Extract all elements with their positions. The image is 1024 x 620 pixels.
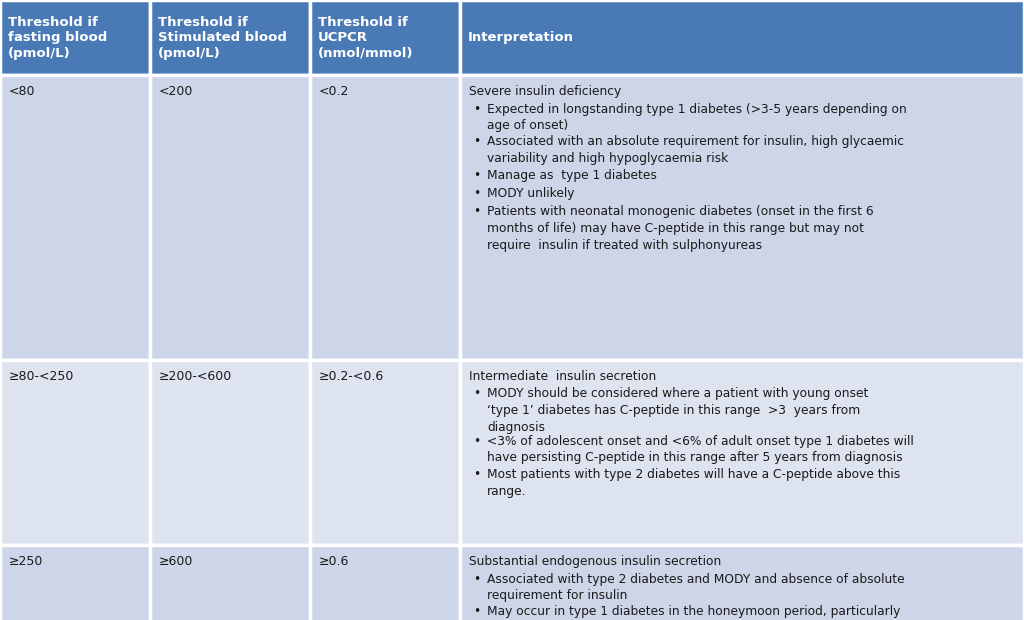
Text: <3% of adolescent onset and <6% of adult onset type 1 diabetes will
have persist: <3% of adolescent onset and <6% of adult…	[487, 435, 913, 464]
Text: ≥200-<600: ≥200-<600	[159, 370, 232, 383]
Text: Intermediate  insulin secretion: Intermediate insulin secretion	[469, 370, 656, 383]
Bar	[150, 360, 310, 545]
Text: May occur in type 1 diabetes in the honeymoon period, particularly
if a patient : May occur in type 1 diabetes in the hone…	[487, 606, 900, 620]
Bar	[0, 0, 150, 75]
Text: Associated with type 2 diabetes and MODY and absence of absolute
requirement for: Associated with type 2 diabetes and MODY…	[487, 572, 904, 602]
Bar	[460, 360, 1024, 545]
Text: •: •	[473, 169, 480, 182]
Text: •: •	[473, 435, 480, 448]
Bar	[0, 75, 150, 360]
Text: •: •	[473, 606, 480, 619]
Bar	[150, 75, 310, 360]
Bar	[460, 545, 1024, 620]
Bar	[310, 545, 460, 620]
Text: Patients with neonatal monogenic diabetes (onset in the first 6
months of life) : Patients with neonatal monogenic diabete…	[487, 205, 873, 252]
Text: <200: <200	[159, 85, 194, 98]
Text: MODY unlikely: MODY unlikely	[487, 187, 574, 200]
Text: Threshold if
UCPCR
(nmol/mmol): Threshold if UCPCR (nmol/mmol)	[318, 16, 414, 60]
Text: ≥80-<250: ≥80-<250	[9, 370, 75, 383]
Text: Threshold if
fasting blood
(pmol/L): Threshold if fasting blood (pmol/L)	[8, 16, 108, 60]
Bar	[310, 75, 460, 360]
Text: Manage as  type 1 diabetes: Manage as type 1 diabetes	[487, 169, 656, 182]
Text: Threshold if
Stimulated blood
(pmol/L): Threshold if Stimulated blood (pmol/L)	[158, 16, 287, 60]
Text: •: •	[473, 136, 480, 149]
Text: ≥250: ≥250	[9, 555, 43, 568]
Text: Expected in longstanding type 1 diabetes (>3-5 years depending on
age of onset): Expected in longstanding type 1 diabetes…	[487, 102, 906, 132]
Text: •: •	[473, 468, 480, 481]
Text: •: •	[473, 102, 480, 115]
Bar	[460, 75, 1024, 360]
Text: <0.2: <0.2	[319, 85, 349, 98]
Text: Interpretation: Interpretation	[468, 31, 574, 44]
Bar	[0, 545, 150, 620]
Text: MODY should be considered where a patient with young onset
‘type 1’ diabetes has: MODY should be considered where a patien…	[487, 388, 868, 433]
Text: •: •	[473, 205, 480, 218]
Text: •: •	[473, 187, 480, 200]
Text: ≥0.6: ≥0.6	[319, 555, 349, 568]
Text: Most patients with type 2 diabetes will have a C-peptide above this
range.: Most patients with type 2 diabetes will …	[487, 468, 900, 497]
Bar	[150, 545, 310, 620]
Text: ≥0.2-<0.6: ≥0.2-<0.6	[319, 370, 384, 383]
Text: <80: <80	[9, 85, 36, 98]
Bar	[150, 0, 310, 75]
Bar	[0, 360, 150, 545]
Text: ≥600: ≥600	[159, 555, 194, 568]
Bar	[460, 0, 1024, 75]
Text: •: •	[473, 572, 480, 585]
Text: Associated with an absolute requirement for insulin, high glycaemic
variability : Associated with an absolute requirement …	[487, 136, 904, 165]
Bar	[310, 0, 460, 75]
Text: Substantial endogenous insulin secretion: Substantial endogenous insulin secretion	[469, 555, 721, 568]
Bar	[310, 360, 460, 545]
Text: Severe insulin deficiency: Severe insulin deficiency	[469, 85, 622, 98]
Text: •: •	[473, 388, 480, 401]
